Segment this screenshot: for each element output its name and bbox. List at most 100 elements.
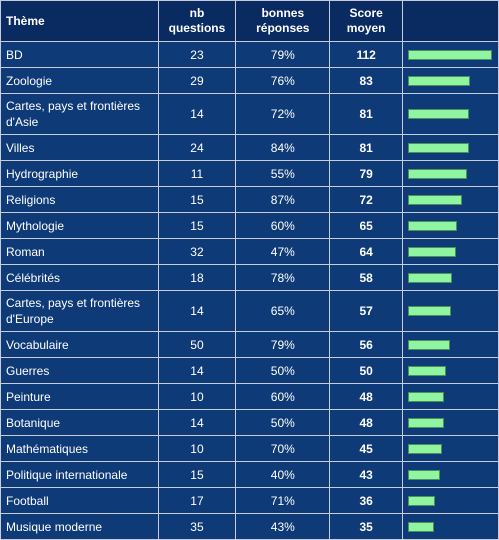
table-row: Politique internationale 15 40% 43 — [1, 462, 498, 487]
theme-cell: Zoologie — [1, 68, 158, 93]
header-bar — [403, 1, 498, 41]
theme-cell: Mathématiques — [1, 436, 158, 461]
theme-cell: Villes — [1, 135, 158, 160]
score-bar-cell — [403, 291, 498, 331]
score-cell: 81 — [330, 94, 402, 134]
correct-cell: 60% — [236, 213, 330, 238]
score-bar-cell — [403, 436, 498, 461]
score-cell: 64 — [330, 239, 402, 264]
questions-cell: 15 — [158, 213, 236, 238]
correct-cell: 43% — [236, 514, 330, 539]
theme-cell: Hydrographie — [1, 161, 158, 186]
correct-cell: 50% — [236, 358, 330, 383]
table-row: Roman 32 47% 64 — [1, 239, 498, 264]
score-bar — [408, 109, 469, 119]
score-bar — [408, 417, 444, 428]
table-row: Religions 15 87% 72 — [1, 187, 498, 212]
score-bar-cell — [403, 488, 498, 513]
table-row: Peinture 10 60% 48 — [1, 384, 498, 409]
correct-cell: 47% — [236, 239, 330, 264]
score-bar — [408, 142, 469, 153]
table-row: Vocabulaire 50 79% 56 — [1, 332, 498, 357]
correct-cell: 84% — [236, 135, 330, 160]
header-score: Score moyen — [330, 1, 402, 41]
correct-cell: 79% — [236, 42, 330, 67]
table-row: Zoologie 29 76% 83 — [1, 68, 498, 93]
questions-cell: 11 — [158, 161, 236, 186]
theme-cell: Célébrités — [1, 265, 158, 290]
score-bar-cell — [403, 332, 498, 357]
questions-cell: 14 — [158, 94, 236, 134]
score-bar — [408, 521, 434, 532]
score-cell: 43 — [330, 462, 402, 487]
questions-cell: 24 — [158, 135, 236, 160]
correct-cell: 55% — [236, 161, 330, 186]
score-bar — [408, 168, 467, 179]
score-bar-cell — [403, 161, 498, 186]
score-cell: 48 — [330, 410, 402, 435]
header-correct: bonnes réponses — [236, 1, 330, 41]
score-bar — [408, 365, 446, 376]
score-bar — [408, 495, 435, 506]
header-questions-line1: nb — [189, 6, 205, 20]
correct-cell: 50% — [236, 410, 330, 435]
score-bar-cell — [403, 213, 498, 238]
score-bar-cell — [403, 514, 498, 539]
questions-cell: 23 — [158, 42, 236, 67]
table-row: Cartes, pays et frontières d'Europe 14 65%… — [1, 291, 498, 331]
score-cell: 83 — [330, 68, 402, 93]
header-score-line2: moyen — [346, 21, 386, 35]
score-cell: 57 — [330, 291, 402, 331]
theme-cell: Cartes, pays et frontières d'Asie — [1, 94, 158, 134]
table-row: Hydrographie 11 55% 79 — [1, 161, 498, 186]
table-row: Botanique 14 50% 48 — [1, 410, 498, 435]
questions-cell: 29 — [158, 68, 236, 93]
score-bar — [408, 306, 451, 316]
score-bar-cell — [403, 265, 498, 290]
score-cell: 58 — [330, 265, 402, 290]
table-row: Mathématiques 10 70% 45 — [1, 436, 498, 461]
questions-cell: 14 — [158, 410, 236, 435]
correct-cell: 40% — [236, 462, 330, 487]
score-bar — [408, 220, 457, 231]
score-bar-cell — [403, 410, 498, 435]
score-cell: 112 — [330, 42, 402, 67]
score-bar — [408, 339, 450, 350]
score-cell: 35 — [330, 514, 402, 539]
correct-cell: 60% — [236, 384, 330, 409]
score-bar — [408, 49, 492, 60]
score-bar-cell — [403, 94, 498, 134]
score-bar — [408, 75, 470, 86]
theme-cell: Religions — [1, 187, 158, 212]
theme-cell: Peinture — [1, 384, 158, 409]
questions-cell: 14 — [158, 358, 236, 383]
score-bar — [408, 391, 444, 402]
questions-cell: 10 — [158, 436, 236, 461]
score-cell: 79 — [330, 161, 402, 186]
correct-cell: 72% — [236, 94, 330, 134]
theme-cell: Football — [1, 488, 158, 513]
score-cell: 72 — [330, 187, 402, 212]
score-bar — [408, 443, 442, 454]
questions-cell: 18 — [158, 265, 236, 290]
score-cell: 45 — [330, 436, 402, 461]
score-bar-cell — [403, 358, 498, 383]
score-bar-cell — [403, 187, 498, 212]
questions-cell: 14 — [158, 291, 236, 331]
table-row: Cartes, pays et frontières d'Asie 14 72% 81 — [1, 94, 498, 134]
score-bar — [408, 246, 456, 257]
score-cell: 36 — [330, 488, 402, 513]
correct-cell: 76% — [236, 68, 330, 93]
theme-cell: BD — [1, 42, 158, 67]
score-bar-cell — [403, 68, 498, 93]
theme-cell: Mythologie — [1, 213, 158, 238]
table-row: Mythologie 15 60% 65 — [1, 213, 498, 238]
header-correct-line1: bonnes — [261, 6, 305, 20]
table-row: Musique moderne 35 43% 35 — [1, 514, 498, 539]
header-row: Thème nb questions bonnes réponses Score… — [1, 1, 498, 41]
correct-cell: 78% — [236, 265, 330, 290]
questions-cell: 50 — [158, 332, 236, 357]
score-cell: 56 — [330, 332, 402, 357]
table-row: BD 23 79% 112 — [1, 42, 498, 67]
